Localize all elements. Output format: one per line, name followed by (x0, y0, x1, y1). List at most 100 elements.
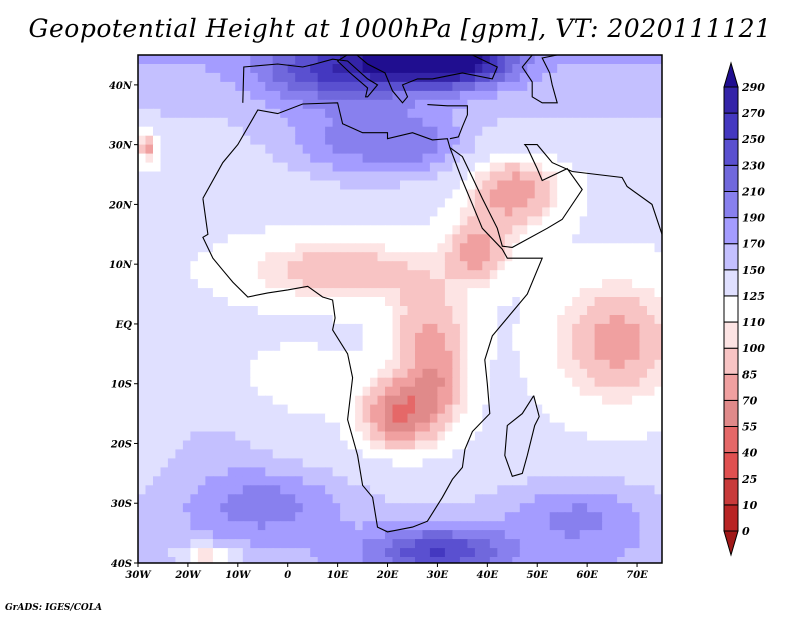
field-cell (295, 306, 304, 316)
field-cell (527, 386, 536, 397)
field-cell (205, 440, 214, 451)
field-cell (542, 476, 551, 486)
field-cell (182, 144, 191, 155)
field-cell (280, 297, 289, 307)
field-cell (429, 368, 438, 379)
field-cell (272, 485, 281, 495)
coastline (521, 55, 558, 104)
field-cell (138, 144, 147, 155)
field-cell (542, 279, 551, 289)
field-cell (444, 530, 453, 540)
field-cell (594, 279, 603, 289)
field-cell (325, 270, 334, 280)
field-cell (340, 323, 349, 334)
field-cell (497, 279, 506, 289)
field-cell (639, 377, 648, 388)
field-cell (437, 117, 446, 128)
field-cell (287, 557, 296, 563)
field-cell (422, 297, 431, 307)
field-cell (175, 279, 184, 289)
field-cell (272, 458, 281, 468)
field-cell (504, 512, 513, 522)
field-cell (497, 359, 506, 370)
field-cell (377, 530, 386, 540)
field-cell (444, 306, 453, 316)
field-cell (138, 243, 147, 253)
field-cell (212, 189, 221, 200)
field-cell (175, 297, 184, 307)
field-cell (437, 81, 446, 92)
field-cell (242, 198, 251, 208)
field-cell (370, 548, 379, 558)
field-cell (549, 548, 558, 558)
field-cell (482, 225, 491, 235)
field-cell (265, 323, 274, 334)
field-cell (385, 494, 394, 504)
field-cell (362, 180, 371, 191)
colorbar-swatch (723, 164, 739, 192)
field-cell (474, 198, 483, 208)
field-cell (197, 315, 206, 325)
field-cell (362, 341, 371, 352)
field-cell (602, 207, 611, 217)
field-cell (257, 315, 266, 325)
field-cell (572, 458, 581, 468)
field-cell (444, 494, 453, 504)
field-cell (549, 117, 558, 128)
field-cell (355, 261, 364, 271)
field-cell (647, 90, 656, 101)
field-cell (242, 144, 251, 155)
field-cell (182, 557, 191, 563)
field-cell (370, 449, 379, 459)
field-cell (212, 494, 221, 504)
field-cell (422, 368, 431, 379)
field-cell (444, 377, 453, 388)
field-cell (362, 288, 371, 298)
field-cell (624, 198, 633, 208)
field-cell (340, 297, 349, 307)
field-cell (482, 494, 491, 504)
field-cell (347, 440, 356, 451)
field-cell (280, 395, 289, 406)
field-cell (160, 225, 169, 235)
field-cell (257, 503, 266, 513)
field-cell (474, 144, 483, 155)
field-cell (138, 117, 147, 128)
field-cell (250, 270, 259, 280)
field-cell (138, 108, 147, 119)
field-cell (153, 216, 162, 226)
field-cell (220, 99, 229, 110)
field-cell (407, 548, 416, 558)
field-cell (175, 449, 184, 459)
field-cell (564, 189, 573, 200)
field-cell (549, 207, 558, 217)
field-cell (452, 386, 461, 397)
field-cell (647, 458, 656, 468)
field-cell (617, 476, 626, 486)
field-cell (175, 90, 184, 101)
field-cell (632, 315, 641, 325)
field-cell (392, 144, 401, 155)
field-cell (587, 315, 596, 325)
field-cell (519, 386, 528, 397)
field-cell (407, 539, 416, 549)
field-cell (564, 315, 573, 325)
field-cell (482, 270, 491, 280)
field-cell (242, 386, 251, 397)
field-cell (617, 368, 626, 379)
field-cell (332, 180, 341, 191)
field-cell (362, 306, 371, 316)
field-cell (153, 485, 162, 495)
field-cell (415, 81, 424, 92)
field-cell (632, 332, 641, 343)
field-cell (609, 81, 618, 92)
field-cell (429, 548, 438, 558)
field-cell (527, 261, 536, 271)
field-cell (452, 422, 461, 433)
field-cell (489, 521, 498, 531)
field-cell (527, 413, 536, 424)
field-cell (489, 494, 498, 504)
field-cell (235, 332, 244, 343)
field-cell (579, 171, 588, 182)
field-cell (549, 323, 558, 334)
